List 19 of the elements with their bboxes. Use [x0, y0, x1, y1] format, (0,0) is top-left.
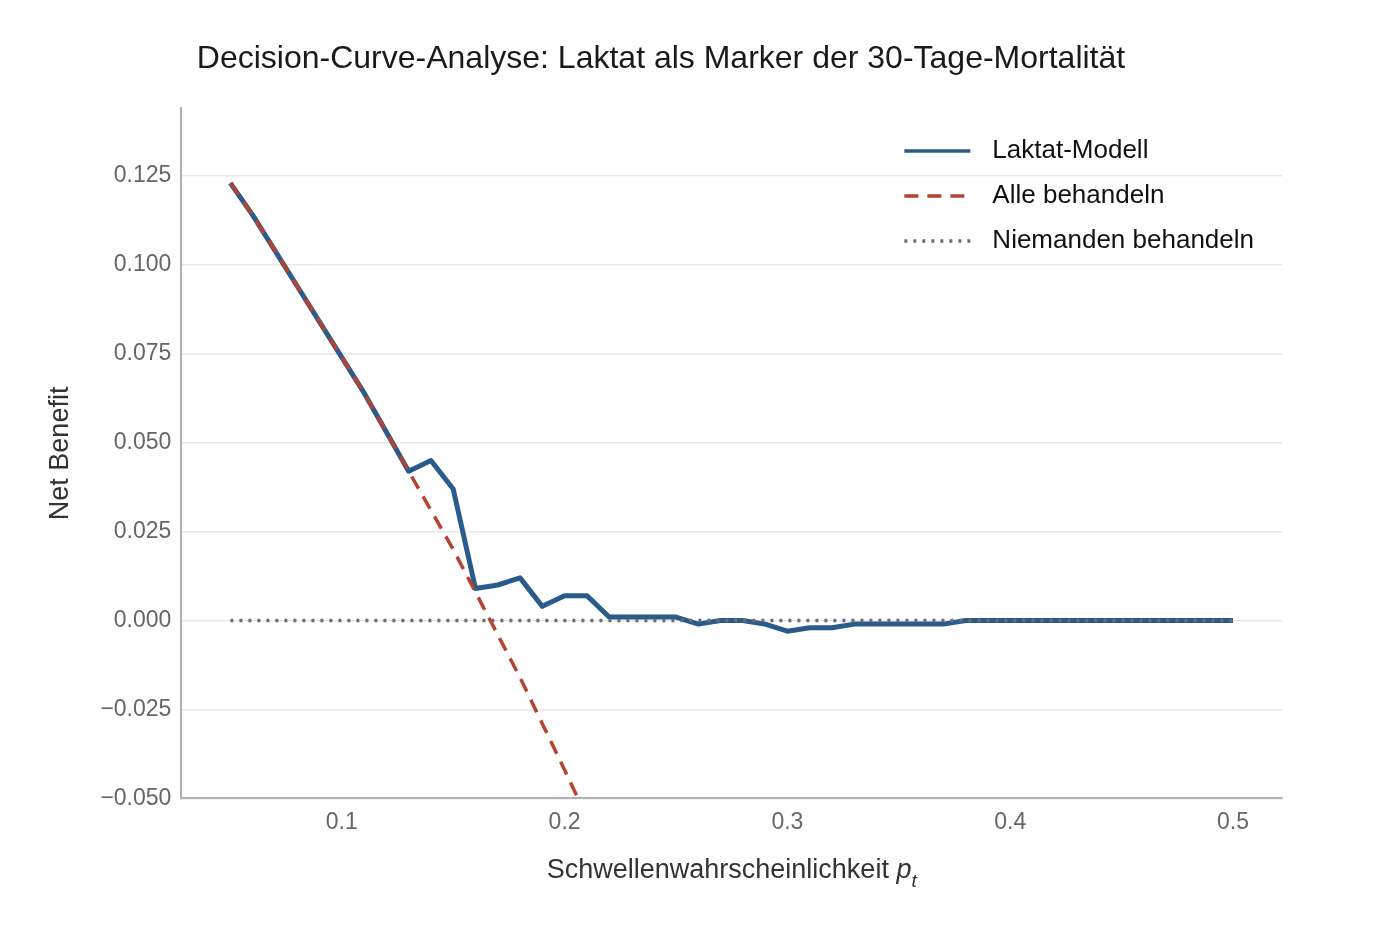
- x-tick-label: 0.1: [325, 807, 358, 834]
- x-tick-label: 0.5: [1216, 807, 1249, 834]
- y-tick-label: 0.050: [113, 428, 172, 455]
- line-series: [228, 181, 580, 799]
- y-tick-label: 0.075: [113, 339, 172, 366]
- x-tick-label: 0.2: [548, 807, 581, 834]
- legend-label: Alle behandeln: [992, 179, 1165, 210]
- y-tick-label: 0.100: [113, 250, 172, 277]
- y-tick-label: −0.050: [100, 783, 172, 810]
- chart-title: Decision-Curve-Analyse: Laktat als Marker der 30-Tage-Mortalität: [196, 39, 1126, 76]
- legend-label: Laktat-Modell: [992, 134, 1149, 165]
- y-tick-label: 0.000: [113, 605, 172, 632]
- y-tick-label: 0.125: [113, 161, 172, 188]
- y-axis-title: Net Benefit: [43, 386, 74, 521]
- x-tick-label: 0.3: [771, 807, 804, 834]
- y-tick-label: −0.025: [100, 694, 172, 721]
- x-tick-label: 0.4: [994, 807, 1027, 834]
- legend-label: Niemanden behandeln: [992, 224, 1255, 255]
- y-tick-label: 0.025: [113, 516, 172, 543]
